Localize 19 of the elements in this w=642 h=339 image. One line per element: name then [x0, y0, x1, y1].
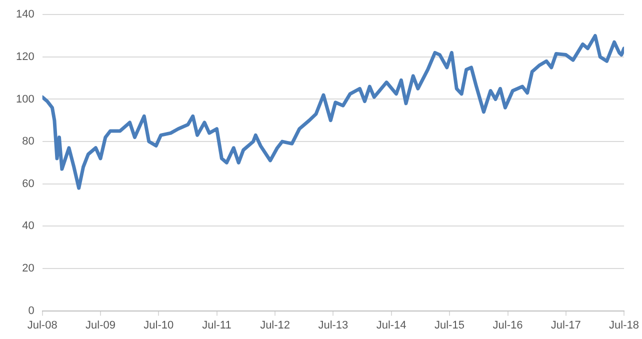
x-tick-label: Jul-15	[434, 319, 464, 332]
x-tick-label: Jul-13	[318, 319, 348, 332]
x-tick-label: Jul-17	[550, 319, 581, 332]
x-tick-label: Jul-09	[86, 319, 116, 332]
y-tick-label: 100	[16, 93, 34, 106]
x-tick-label: Jul-10	[144, 319, 174, 332]
y-tick-label: 20	[22, 262, 34, 275]
x-tick-label: Jul-18	[609, 319, 640, 332]
x-tick-label: Jul-11	[202, 319, 232, 332]
x-tick-label: Jul-16	[492, 319, 523, 332]
y-tick-label: 140	[16, 8, 34, 21]
y-tick-label: 80	[22, 136, 34, 148]
x-tick-label: Jul-12	[260, 319, 290, 332]
x-tick-label: Jul-14	[376, 319, 406, 332]
y-tick-label: 60	[22, 178, 34, 190]
y-tick-label: 120	[16, 50, 34, 63]
y-tick-label: 40	[22, 220, 34, 232]
x-tick-label: Jul-08	[27, 319, 58, 332]
y-tick-label: 0	[28, 304, 34, 317]
